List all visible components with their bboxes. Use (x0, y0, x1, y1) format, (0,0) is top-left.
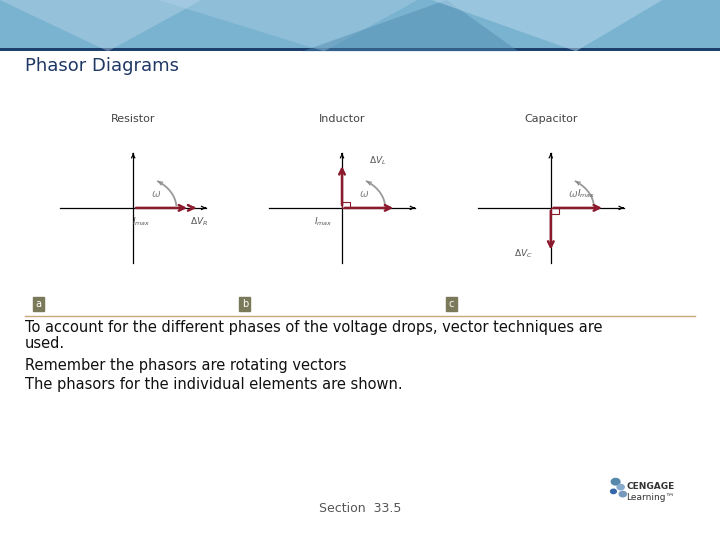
Text: Learning™: Learning™ (626, 492, 675, 502)
Circle shape (611, 478, 620, 485)
Text: $I_{max}$: $I_{max}$ (132, 216, 150, 228)
Text: $I_{max}$: $I_{max}$ (577, 187, 595, 200)
Text: b: b (242, 299, 248, 309)
Bar (0, 0, 720, 51)
Text: Resistor: Resistor (111, 113, 156, 124)
Text: $\omega$: $\omega$ (359, 188, 369, 199)
Text: The phasors for the individual elements are shown.: The phasors for the individual elements … (25, 377, 402, 392)
Text: $\omega$: $\omega$ (150, 188, 161, 199)
Text: $\Delta V_R$: $\Delta V_R$ (190, 216, 208, 228)
Polygon shape (302, 0, 518, 51)
Text: Inductor: Inductor (319, 113, 365, 124)
Text: $\Delta V_C$: $\Delta V_C$ (514, 247, 534, 260)
Polygon shape (432, 0, 662, 51)
Text: $\omega$: $\omega$ (568, 188, 578, 199)
Text: used.: used. (25, 336, 66, 352)
Text: a: a (35, 299, 41, 309)
Text: Remember the phasors are rotating vectors: Remember the phasors are rotating vector… (25, 358, 347, 373)
Polygon shape (158, 0, 418, 51)
Text: Capacitor: Capacitor (524, 113, 577, 124)
Circle shape (611, 489, 616, 494)
Text: $I_{max}$: $I_{max}$ (314, 216, 333, 228)
Circle shape (619, 491, 626, 497)
Text: $\Delta V_L$: $\Delta V_L$ (369, 154, 387, 167)
Circle shape (617, 484, 624, 490)
Text: To account for the different phases of the voltage drops, vector techniques are: To account for the different phases of t… (25, 320, 603, 335)
Polygon shape (0, 0, 202, 51)
Bar (0, 48, 720, 51)
Text: c: c (449, 299, 454, 309)
Text: Phasor Diagrams: Phasor Diagrams (25, 57, 179, 75)
Text: Section  33.5: Section 33.5 (319, 502, 401, 515)
Text: CENGAGE: CENGAGE (626, 482, 675, 491)
